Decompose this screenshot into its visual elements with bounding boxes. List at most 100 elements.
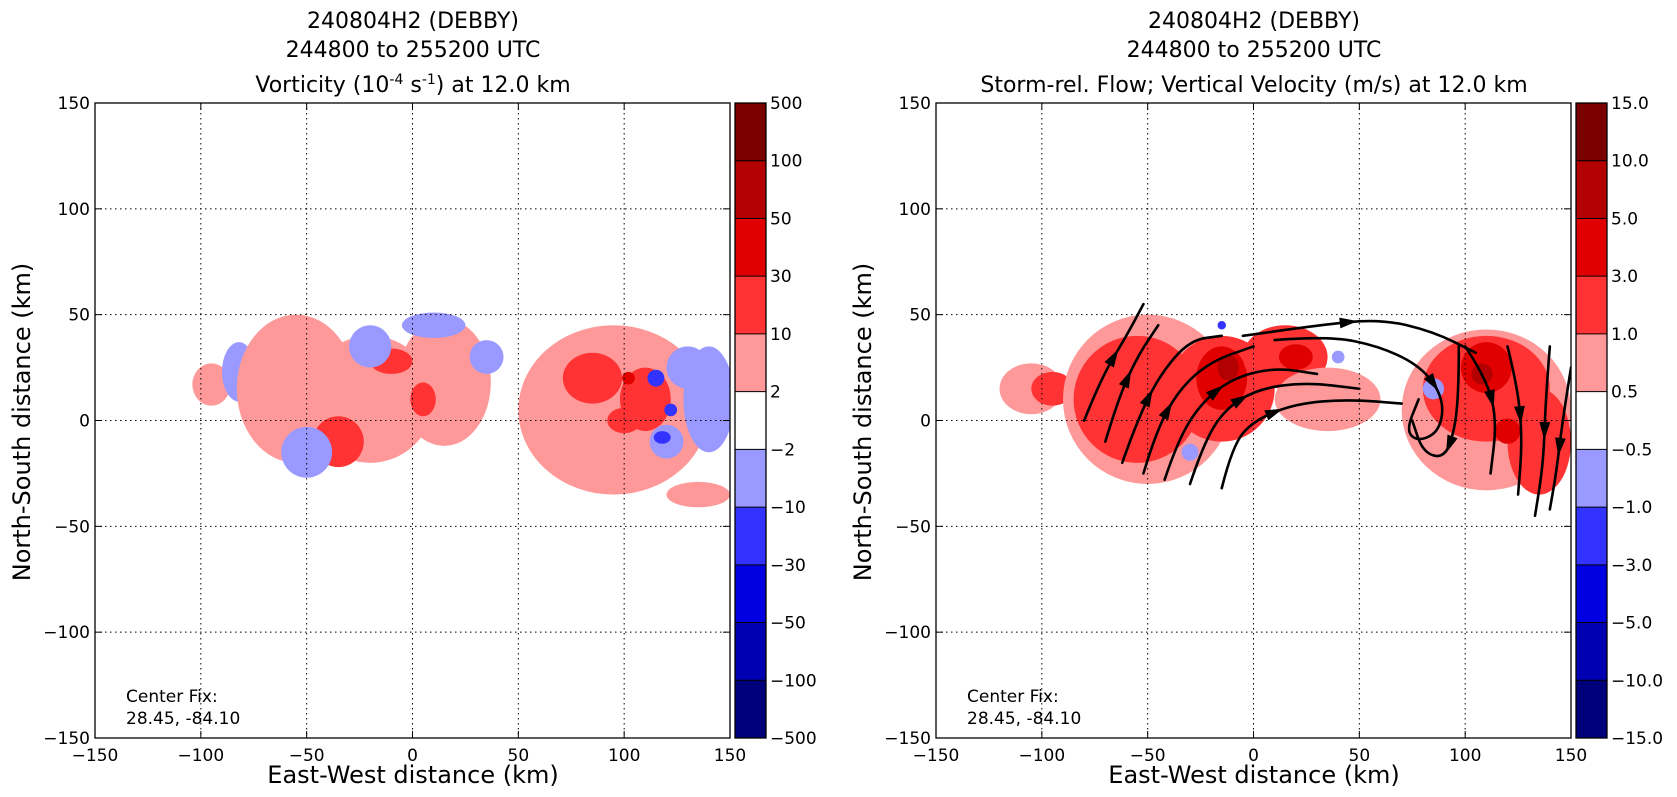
velocity-title-line1: 240804H2 (DEBBY) (1148, 9, 1360, 34)
vorticity-y-ticks: 150 100 50 0 −50 −100 −150 (43, 94, 730, 749)
velocity-xtick-label: 150 (1555, 746, 1587, 766)
velocity-colorbar-segment (1576, 622, 1607, 681)
velocity-colorbar-label: −10.0 (1611, 671, 1663, 691)
vorticity-colorbar-label: −50 (770, 614, 806, 634)
streamline-arrow-11 (1539, 421, 1551, 441)
vorticity-colorbar-label: 30 (770, 267, 792, 287)
velocity-xtick-label: −100 (1018, 746, 1065, 766)
vorticity-contour-region-21 (664, 403, 678, 417)
streamlines (1082, 302, 1571, 518)
vorticity-colorbar-label: 500 (770, 94, 802, 114)
velocity-colorbar-label: 5.0 (1611, 209, 1638, 229)
vorticity-center-fix-coords: 28.45, -84.10 (126, 709, 240, 729)
vorticity-title-line3: Vorticity (10-4 s-1) at 12.0 km (255, 72, 570, 98)
velocity-ytick-label: 150 (899, 94, 931, 114)
vorticity-contour-region-18 (666, 346, 709, 389)
velocity-title-line2: 244800 to 255200 UTC (1127, 38, 1382, 63)
vertical-velocity-panel: 240804H2 (DEBBY) 244800 to 255200 UTC St… (849, 9, 1663, 789)
streamline-arrow-13 (1446, 434, 1458, 454)
velocity-colorbar-segment (1576, 449, 1607, 508)
vorticity-xtick-label: 0 (407, 746, 418, 766)
vorticity-ylabel: North-South distance (km) (8, 263, 36, 582)
vorticity-colorbar-segment (735, 276, 766, 334)
velocity-colorbar-segment (1576, 391, 1607, 450)
streamline-arrow-3 (1158, 402, 1173, 421)
velocity-colorbar-label: −0.5 (1611, 440, 1652, 460)
velocity-xtick-label: 0 (1248, 746, 1259, 766)
vorticity-colorbar: 500 100 50 30 10 2 −2 −10 −30 −50 −100 −500 (734, 94, 817, 749)
velocity-colorbar-segment (1576, 680, 1607, 738)
streamline-arrow-7 (1423, 372, 1439, 391)
vorticity-colorbar-label: 50 (770, 209, 792, 229)
vorticity-ytick-label: −100 (43, 623, 90, 643)
streamline-arrow-1 (1118, 369, 1132, 389)
vorticity-contour-region-4 (397, 318, 491, 446)
velocity-colorbar-segment (1576, 564, 1607, 623)
velocity-title-line3: Storm-rel. Flow; Vertical Velocity (m/s)… (980, 73, 1527, 98)
velocity-contour-region-3 (1073, 335, 1201, 463)
velocity-colorbar-label: 10.0 (1611, 152, 1649, 172)
velocity-ytick-label: −50 (895, 517, 931, 537)
velocity-contour-region-17 (1331, 350, 1345, 364)
vorticity-contour-region-13 (562, 352, 623, 404)
velocity-colorbar-label: −5.0 (1611, 614, 1652, 634)
velocity-colorbar-segment (1576, 507, 1607, 565)
velocity-ytick-label: 50 (909, 306, 931, 326)
streamline-arrow-9 (1484, 389, 1495, 409)
vorticity-colorbar-label: −2 (770, 440, 795, 460)
streamline-2 (1120, 334, 1224, 465)
vorticity-colorbar-label: 2 (770, 383, 781, 403)
vorticity-contour-region-20 (647, 369, 665, 387)
velocity-contour-region-9 (1274, 367, 1381, 432)
velocity-xtick-label: −50 (1130, 746, 1166, 766)
streamline-arrow-12 (1555, 437, 1566, 456)
velocity-xtick-label: −150 (913, 746, 960, 766)
vorticity-contour-region-10 (401, 312, 466, 338)
vorticity-colorbar-segment (735, 391, 766, 450)
streamline-arrow-0 (1104, 349, 1119, 368)
vorticity-ytick-label: 0 (79, 412, 90, 432)
velocity-colorbar-label: −3.0 (1611, 556, 1652, 576)
velocity-plot-area (935, 102, 1572, 739)
streamline-7 (1273, 336, 1444, 441)
vorticity-title-line2: 244800 to 255200 UTC (286, 38, 541, 63)
vorticity-colorbar-segment (735, 449, 766, 508)
velocity-ytick-label: 0 (920, 412, 931, 432)
vorticity-colorbar-label: −100 (770, 671, 817, 691)
vorticity-contour-region-16 (622, 371, 635, 385)
vorticity-contour-region-11 (469, 340, 504, 374)
vorticity-colorbar-frame (734, 102, 767, 739)
streamline-arrow-8 (1339, 317, 1358, 329)
vorticity-ytick-label: −50 (54, 517, 90, 537)
vorticity-contour-region-7 (410, 382, 436, 417)
vorticity-center-fix-label: Center Fix: (126, 687, 218, 707)
vorticity-ytick-label: 50 (68, 306, 90, 326)
vorticity-xtick-label: 50 (508, 746, 530, 766)
velocity-colorbar-label: 15.0 (1611, 94, 1649, 114)
vorticity-grid (95, 103, 730, 738)
velocity-contour-region-1 (1031, 371, 1074, 406)
vorticity-xtick-label: 150 (714, 746, 746, 766)
velocity-colorbar-segment (1576, 160, 1607, 219)
vorticity-colorbar-label: 10 (770, 325, 792, 345)
vorticity-colorbar-segment (735, 218, 766, 277)
vorticity-xlabel: East-West distance (km) (267, 761, 558, 789)
vorticity-xtick-label: 100 (608, 746, 640, 766)
velocity-colorbar-segment (1576, 218, 1607, 277)
vorticity-xtick-label: −150 (72, 746, 119, 766)
vorticity-xtick-label: −50 (289, 746, 325, 766)
velocity-contour-region-8 (1278, 344, 1313, 370)
velocity-contour-region-6 (1217, 354, 1239, 381)
vorticity-colorbar-label: −10 (770, 498, 806, 518)
vorticity-contour-region-8 (349, 325, 392, 368)
vorticity-plot-area (94, 102, 731, 739)
streamline-arrow-4 (1206, 385, 1224, 401)
velocity-x-ticks: −150 −100 −50 0 50 100 150 (913, 103, 1587, 766)
vorticity-contour-region-9 (281, 426, 333, 478)
vorticity-contour-region-22 (653, 431, 671, 444)
vorticity-colorbar-segment (735, 103, 766, 161)
velocity-colorbar: 15.0 10.0 5.0 3.0 1.0 0.5 −0.5 −1.0 −3.0 −5.0 −10.… (1575, 94, 1663, 749)
velocity-ytick-label: −150 (884, 729, 931, 749)
velocity-colorbar-label: −15.0 (1611, 729, 1663, 749)
velocity-colorbar-label: −1.0 (1611, 498, 1652, 518)
